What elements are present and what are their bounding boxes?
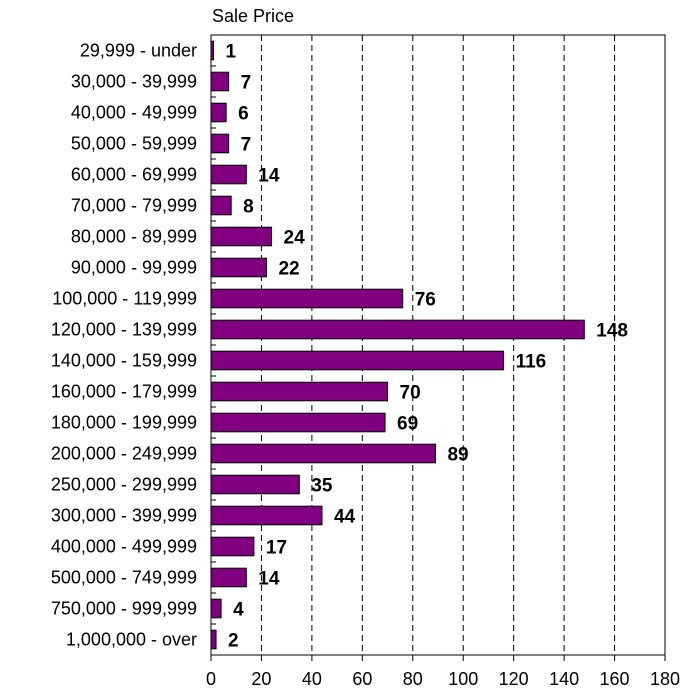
bar-3 <box>210 102 227 123</box>
value-label-13: 69 <box>397 414 418 435</box>
category-label-3: 40,000 - 49,999 <box>71 103 197 123</box>
x-tick-label-140: 140 <box>549 669 579 689</box>
category-label-20: 1,000,000 - over <box>66 630 197 650</box>
category-label-15: 250,000 - 299,999 <box>51 475 197 495</box>
category-label-10: 120,000 - 139,999 <box>51 320 197 340</box>
category-label-1: 29,999 - under <box>80 41 197 61</box>
value-label-17: 17 <box>266 538 287 559</box>
bar-2 <box>210 71 230 92</box>
bar-18 <box>210 567 247 588</box>
value-label-19: 4 <box>233 600 244 621</box>
x-tick-label-120: 120 <box>499 669 529 689</box>
value-label-11: 116 <box>516 352 547 373</box>
category-label-6: 70,000 - 79,999 <box>71 196 197 216</box>
bar-10 <box>210 319 585 340</box>
value-label-3: 6 <box>238 104 249 125</box>
category-label-14: 200,000 - 249,999 <box>51 444 197 464</box>
x-tick-label-0: 0 <box>206 669 216 689</box>
bar-20 <box>210 629 217 650</box>
category-label-18: 500,000 - 749,999 <box>51 568 197 588</box>
value-label-15: 35 <box>311 476 333 497</box>
value-label-9: 76 <box>415 290 436 311</box>
bar-13 <box>210 412 386 433</box>
value-label-12: 70 <box>400 383 421 404</box>
bar-19 <box>210 598 222 619</box>
x-tick-label-80: 80 <box>403 669 423 689</box>
value-label-8: 22 <box>278 259 299 280</box>
category-label-19: 750,000 - 999,999 <box>51 599 197 619</box>
bar-15 <box>210 474 300 495</box>
category-label-7: 80,000 - 89,999 <box>71 227 197 247</box>
value-label-18: 14 <box>258 569 280 590</box>
category-label-13: 180,000 - 199,999 <box>51 413 197 433</box>
category-label-11: 140,000 - 159,999 <box>51 351 197 371</box>
category-label-9: 100,000 - 119,999 <box>52 289 197 309</box>
bar-5 <box>210 164 247 185</box>
value-label-4: 7 <box>241 135 252 156</box>
x-tick-labels: 0 20 40 60 80 100 120 140 160 180 <box>206 669 680 689</box>
category-label-17: 400,000 - 499,999 <box>51 537 197 557</box>
grid-lines <box>260 35 616 655</box>
x-tick-label-60: 60 <box>352 669 372 689</box>
x-tick-label-20: 20 <box>251 669 271 689</box>
bar-7 <box>210 226 273 247</box>
category-label-2: 30,000 - 39,999 <box>71 72 197 92</box>
value-label-7: 24 <box>284 228 306 249</box>
bar-6 <box>210 195 232 216</box>
value-label-16: 44 <box>334 507 356 528</box>
x-tick-label-40: 40 <box>302 669 322 689</box>
category-label-12: 160,000 - 179,999 <box>51 382 197 402</box>
bar-17 <box>210 536 255 557</box>
axes <box>210 34 666 661</box>
bar-11 <box>210 350 505 371</box>
value-label-20: 2 <box>228 631 239 652</box>
bar-9 <box>210 288 404 309</box>
bar-4 <box>210 133 230 154</box>
bar-12 <box>210 381 389 402</box>
x-tick-label-180: 180 <box>650 669 680 689</box>
value-label-6: 8 <box>243 197 254 218</box>
value-label-5: 14 <box>258 166 280 187</box>
category-labels: 29,999 - under 30,000 - 39,999 40,000 - 49… <box>51 41 197 650</box>
category-label-8: 90,000 - 99,999 <box>71 258 197 278</box>
category-label-16: 300,000 - 399,999 <box>51 506 197 526</box>
bar-16 <box>210 505 323 526</box>
value-label-1: 1 <box>226 42 237 63</box>
value-label-2: 7 <box>241 73 252 94</box>
x-tick-label-160: 160 <box>600 669 630 689</box>
category-label-4: 50,000 - 59,999 <box>71 134 197 154</box>
category-label-5: 60,000 - 69,999 <box>71 165 197 185</box>
value-label-10: 148 <box>596 321 628 342</box>
x-tick-label-100: 100 <box>448 669 478 689</box>
bar-8 <box>210 257 267 278</box>
value-label-14: 89 <box>447 445 468 466</box>
chart-title: Sale Price <box>212 6 294 26</box>
bar-14 <box>210 443 436 464</box>
